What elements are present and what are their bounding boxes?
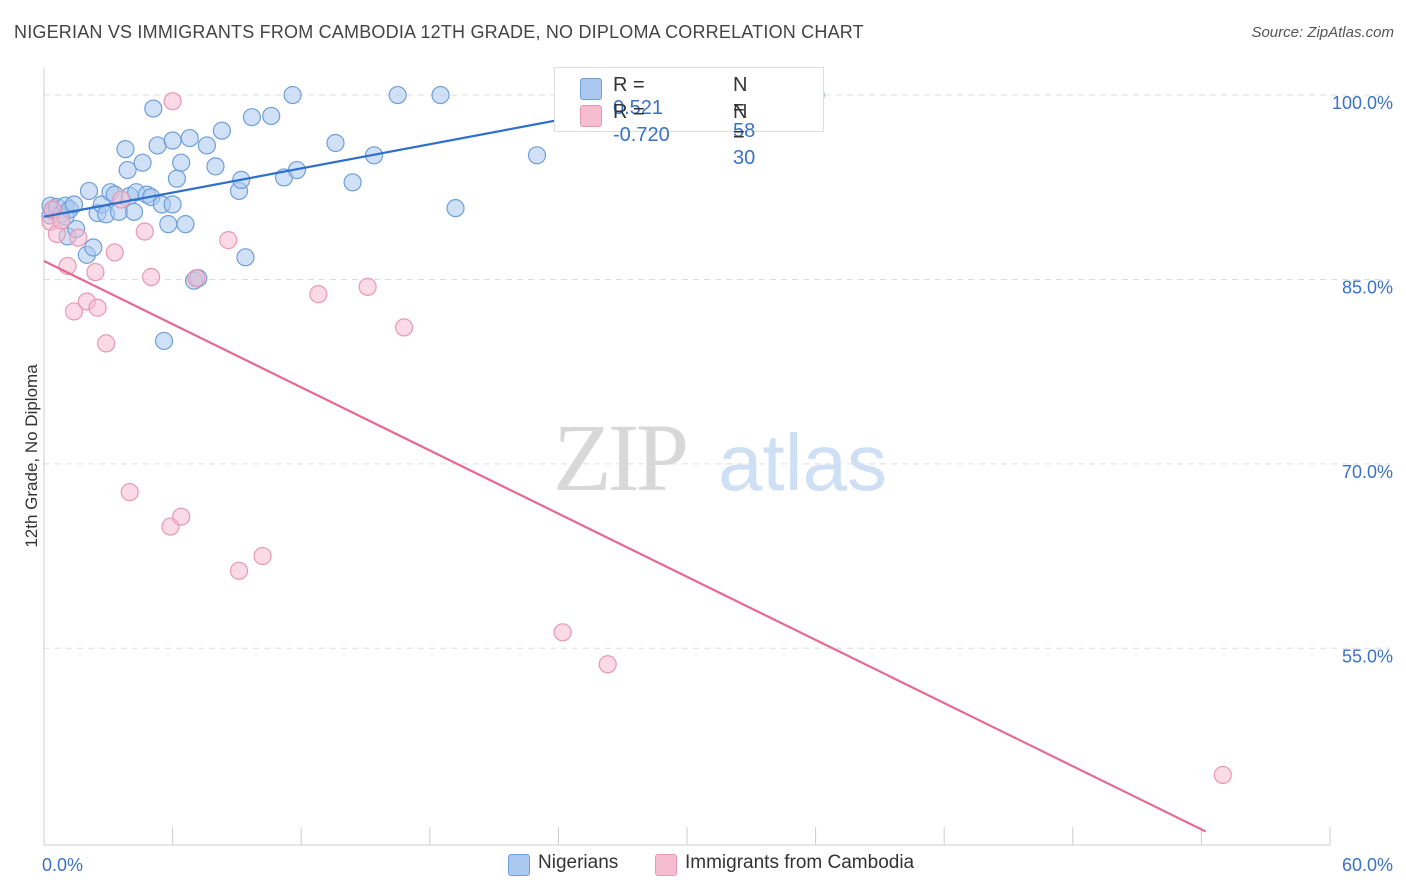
nigerians-point xyxy=(262,106,281,126)
watermark-atlas: atlas xyxy=(718,418,887,507)
legend-n-value: 58 xyxy=(733,120,756,142)
nigerians-point xyxy=(212,121,231,140)
cambodia-point xyxy=(142,267,161,287)
legend-r-label: R = xyxy=(613,74,645,96)
y-tick-label: 100.0% xyxy=(1332,93,1393,113)
cambodia-point xyxy=(120,483,139,502)
nigerians-point xyxy=(133,153,152,172)
legend-n-label: N = xyxy=(733,74,748,119)
cambodia-point xyxy=(97,334,116,353)
cambodia-point xyxy=(187,269,206,288)
nigerians-point xyxy=(159,215,178,234)
cambodia-point xyxy=(229,561,249,580)
nigerians-point xyxy=(527,146,547,165)
cambodia-point xyxy=(86,262,105,282)
cambodia-point xyxy=(163,92,182,111)
nigerians-point xyxy=(242,108,262,127)
data-points xyxy=(41,85,1232,785)
legend-swatch-blue xyxy=(580,78,602,100)
cambodia-point xyxy=(64,302,84,321)
nigerians-point xyxy=(176,215,195,234)
y-axis-label: 12th Grade, No Diploma xyxy=(22,364,41,548)
nigerians-point xyxy=(172,153,191,172)
axes xyxy=(43,68,1331,846)
cambodia-point xyxy=(1213,765,1232,785)
chart-source: Source: ZipAtlas.com xyxy=(1251,24,1394,41)
cambodia-point xyxy=(88,298,107,317)
nigerians-point xyxy=(167,169,186,188)
legend-r-value: -0.720 xyxy=(613,124,670,146)
cambodia-trendline xyxy=(43,260,1207,833)
cambodia-point xyxy=(52,211,71,230)
cambodia-point xyxy=(135,222,154,241)
stats-legend: R = 0.521 N = 58 R = -0.720 N = 30 xyxy=(554,67,824,169)
legend-swatch-cambodia xyxy=(655,854,677,876)
tick-labels: 100.0% 85.0% 70.0% 55.0% 0.0% 60.0% xyxy=(42,93,1393,875)
legend-r-value: 0.521 xyxy=(613,97,664,119)
nigerians-point xyxy=(206,157,225,176)
nigerians-point xyxy=(148,136,167,155)
nigerians-point xyxy=(163,131,182,150)
nigerians-point xyxy=(118,160,137,180)
nigerians-point xyxy=(144,99,163,118)
legend-n-value: 30 xyxy=(733,147,756,169)
nigerians-point xyxy=(79,181,99,201)
nigerians-point xyxy=(446,199,465,218)
cambodia-point xyxy=(105,243,124,262)
legend-n-label: N = xyxy=(733,101,748,146)
cambodia-point xyxy=(358,277,377,296)
nigerians-point xyxy=(116,140,135,159)
legend-swatch-pink xyxy=(580,105,602,127)
watermark-zip: ZIP xyxy=(553,404,686,511)
legend-swatch-nigerians xyxy=(508,854,530,876)
y-tick-label: 70.0% xyxy=(1342,462,1393,482)
cambodia-point xyxy=(253,546,272,566)
nigerians-point xyxy=(154,331,174,351)
nigerians-point xyxy=(343,173,362,192)
nigerians-point xyxy=(124,202,144,221)
legend-label-cambodia: Immigrants from Cambodia xyxy=(685,852,915,873)
nigerians-point xyxy=(388,85,407,105)
cambodia-point xyxy=(598,655,617,674)
nigerians-point xyxy=(163,195,182,214)
cambodia-point xyxy=(172,507,191,526)
nigerians-point xyxy=(236,248,255,267)
nigerians-point xyxy=(64,195,84,214)
cambodia-point xyxy=(553,623,572,642)
cambodia-point xyxy=(112,190,131,209)
nigerians-point xyxy=(326,133,345,153)
nigerians-point xyxy=(431,85,450,105)
x-tick-label: 0.0% xyxy=(42,855,83,875)
nigerians-point xyxy=(283,85,302,105)
nigerians-point xyxy=(84,238,103,257)
legend-r-label: R = xyxy=(613,101,645,123)
cambodia-point xyxy=(219,231,238,250)
cambodia-point xyxy=(69,228,88,247)
nigerians-point xyxy=(180,128,199,148)
y-tick-label: 85.0% xyxy=(1342,277,1393,297)
legend-label-nigerians: Nigerians xyxy=(538,852,619,873)
x-tick-label: 60.0% xyxy=(1342,855,1393,875)
nigerians-point xyxy=(197,136,216,155)
chart-title: NIGERIAN VS IMMIGRANTS FROM CAMBODIA 12T… xyxy=(14,22,864,42)
watermark: ZIP atlas xyxy=(553,404,887,511)
cambodia-point xyxy=(309,285,328,304)
cambodia-point xyxy=(394,318,414,337)
y-tick-label: 55.0% xyxy=(1342,646,1393,666)
